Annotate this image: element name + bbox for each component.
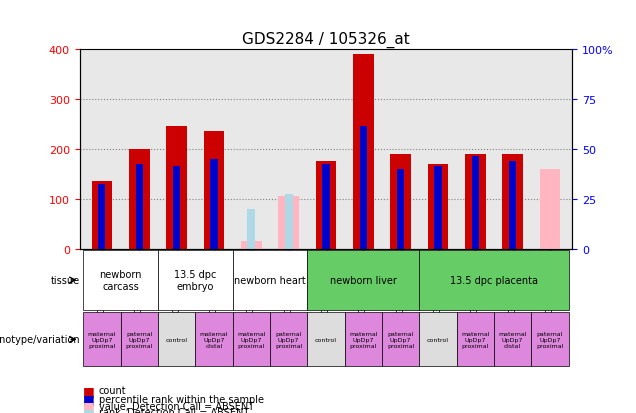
FancyBboxPatch shape — [494, 313, 531, 366]
Bar — [427, 164, 448, 249]
FancyBboxPatch shape — [233, 313, 270, 366]
Bar — [211, 159, 218, 249]
Bar — [284, 194, 293, 249]
Text: percentile rank within the sample: percentile rank within the sample — [99, 394, 263, 404]
Text: tissue: tissue — [51, 275, 80, 285]
Bar — [434, 167, 441, 249]
Bar — [167, 127, 187, 249]
Text: maternal
UpDp7
distal: maternal UpDp7 distal — [200, 331, 228, 348]
Text: value, Detection Call = ABSENT: value, Detection Call = ABSENT — [99, 401, 254, 411]
FancyBboxPatch shape — [158, 250, 233, 310]
Text: paternal
UpDp7
proximal: paternal UpDp7 proximal — [275, 331, 302, 348]
Text: 13.5 dpc
embryo: 13.5 dpc embryo — [174, 270, 216, 291]
Text: rank, Detection Call = ABSENT: rank, Detection Call = ABSENT — [99, 407, 249, 413]
Text: ■: ■ — [83, 384, 94, 397]
FancyBboxPatch shape — [195, 313, 233, 366]
Text: maternal
UpDp7
proximal: maternal UpDp7 proximal — [461, 331, 490, 348]
Bar — [509, 162, 516, 249]
FancyBboxPatch shape — [270, 313, 307, 366]
Text: maternal
UpDp7
distal: maternal UpDp7 distal — [499, 331, 527, 348]
FancyBboxPatch shape — [345, 313, 382, 366]
Text: maternal
UpDp7
proximal: maternal UpDp7 proximal — [349, 331, 378, 348]
Bar — [247, 209, 256, 249]
FancyBboxPatch shape — [419, 313, 457, 366]
Text: paternal
UpDp7
proximal: paternal UpDp7 proximal — [387, 331, 414, 348]
Bar — [322, 164, 329, 249]
FancyBboxPatch shape — [158, 313, 195, 366]
Text: control: control — [165, 337, 188, 342]
Text: newborn liver: newborn liver — [330, 275, 397, 285]
FancyBboxPatch shape — [83, 250, 158, 310]
FancyBboxPatch shape — [457, 313, 494, 366]
FancyBboxPatch shape — [419, 250, 569, 310]
Text: control: control — [315, 337, 337, 342]
Bar — [391, 154, 411, 249]
Text: newborn heart: newborn heart — [234, 275, 306, 285]
Bar — [129, 150, 149, 249]
Text: ■: ■ — [83, 392, 94, 405]
FancyBboxPatch shape — [531, 313, 569, 366]
Text: count: count — [99, 385, 126, 395]
Text: control: control — [427, 337, 449, 342]
Bar — [472, 157, 479, 249]
FancyBboxPatch shape — [382, 313, 419, 366]
Bar — [279, 197, 299, 249]
Bar — [204, 132, 225, 249]
Bar — [99, 184, 106, 249]
FancyBboxPatch shape — [307, 313, 345, 366]
FancyBboxPatch shape — [83, 313, 121, 366]
Bar — [92, 182, 112, 249]
Bar — [397, 169, 404, 249]
Bar — [241, 242, 261, 249]
Bar — [502, 154, 523, 249]
FancyBboxPatch shape — [121, 313, 158, 366]
Text: 13.5 dpc placenta: 13.5 dpc placenta — [450, 275, 538, 285]
Bar — [135, 164, 143, 249]
Text: paternal
UpDp7
proximal: paternal UpDp7 proximal — [536, 331, 563, 348]
Bar — [173, 167, 180, 249]
Bar — [360, 127, 367, 249]
Text: maternal
UpDp7
proximal: maternal UpDp7 proximal — [88, 331, 116, 348]
Text: paternal
UpDp7
proximal: paternal UpDp7 proximal — [125, 331, 153, 348]
Text: maternal
UpDp7
proximal: maternal UpDp7 proximal — [237, 331, 265, 348]
Bar — [353, 55, 373, 249]
Text: newborn
carcass: newborn carcass — [99, 270, 142, 291]
Bar — [540, 169, 560, 249]
Text: ■: ■ — [83, 399, 94, 412]
FancyBboxPatch shape — [307, 250, 419, 310]
FancyBboxPatch shape — [233, 250, 307, 310]
Title: GDS2284 / 105326_at: GDS2284 / 105326_at — [242, 32, 410, 48]
Text: ■: ■ — [83, 406, 94, 413]
Text: genotype/variation: genotype/variation — [0, 335, 80, 344]
Bar — [315, 162, 336, 249]
Bar — [465, 154, 485, 249]
